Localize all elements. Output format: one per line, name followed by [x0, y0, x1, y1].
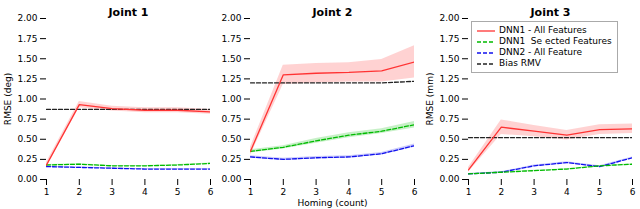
svg-text:1.50: 1.50: [17, 54, 37, 64]
html-text:DNN1 - All Features: DNN1 - All Features: [499, 25, 587, 35]
svg-text:0.25: 0.25: [221, 154, 241, 164]
svg-text:1.25: 1.25: [221, 74, 241, 84]
svg-text:2: 2: [76, 187, 82, 197]
svg-text:1: 1: [466, 187, 472, 197]
svg-text:1.00: 1.00: [221, 94, 241, 104]
svg-text:1.25: 1.25: [439, 74, 459, 84]
svg-text:2.00: 2.00: [439, 13, 459, 23]
svg-text:4: 4: [346, 187, 352, 197]
svg-text:0.00: 0.00: [17, 174, 37, 184]
svg-text:0.25: 0.25: [439, 154, 459, 164]
svg-text:RMSE (mm): RMSE (mm): [425, 73, 435, 126]
svg-text:3: 3: [531, 187, 537, 197]
svg-text:1: 1: [44, 187, 50, 197]
svg-text:0.50: 0.50: [17, 134, 37, 144]
svg-text:1.50: 1.50: [221, 54, 241, 64]
svg-text:2.00: 2.00: [221, 13, 241, 23]
svg-text:4: 4: [564, 187, 570, 197]
svg-text:1.00: 1.00: [17, 94, 37, 104]
svg-text:0.75: 0.75: [221, 114, 241, 124]
svg-text:Joint 1: Joint 1: [108, 6, 149, 19]
svg-text:Joint 3: Joint 3: [530, 6, 571, 19]
svg-text:6: 6: [630, 187, 636, 197]
svg-text:2: 2: [498, 187, 504, 197]
svg-text:2.00: 2.00: [17, 13, 37, 23]
svg-text:2: 2: [280, 187, 286, 197]
svg-text:1.75: 1.75: [17, 34, 37, 44]
svg-text:0.75: 0.75: [439, 114, 459, 124]
html-text:DNN1 Se ected Features: DNN1 Se ected Features: [499, 36, 612, 46]
svg-text:1.50: 1.50: [439, 54, 459, 64]
html-text:Bias RMV: Bias RMV: [499, 58, 541, 68]
svg-text:5: 5: [175, 187, 181, 197]
svg-text:RMSE (deg): RMSE (deg): [3, 73, 13, 125]
svg-text:Homing (count): Homing (count): [297, 198, 367, 208]
svg-text:6: 6: [208, 187, 214, 197]
svg-text:0.75: 0.75: [17, 114, 37, 124]
svg-text:0.00: 0.00: [439, 174, 459, 184]
svg-text:0.50: 0.50: [221, 134, 241, 144]
svg-text:1.75: 1.75: [221, 34, 241, 44]
svg-text:6: 6: [412, 187, 418, 197]
svg-text:1: 1: [248, 187, 254, 197]
svg-text:3: 3: [313, 187, 319, 197]
svg-text:5: 5: [379, 187, 385, 197]
svg-text:1.00: 1.00: [439, 94, 459, 104]
svg-text:0.50: 0.50: [439, 134, 459, 144]
svg-text:5: 5: [597, 187, 603, 197]
svg-text:3: 3: [109, 187, 115, 197]
svg-text:Joint 2: Joint 2: [312, 6, 353, 19]
svg-text:1.25: 1.25: [17, 74, 37, 84]
svg-text:4: 4: [142, 187, 148, 197]
svg-text:0.00: 0.00: [221, 174, 241, 184]
svg-text:0.25: 0.25: [17, 154, 37, 164]
svg-text:1.75: 1.75: [439, 34, 459, 44]
html-text:DNN2 - All Feature: DNN2 - All Feature: [499, 47, 583, 57]
